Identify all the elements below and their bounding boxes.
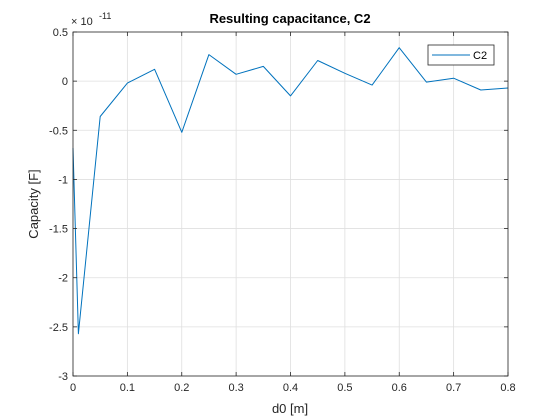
y-tick-label: -3 <box>58 371 68 383</box>
x-tick-label: 0.4 <box>283 382 298 394</box>
y-tick-label: -2.5 <box>49 322 68 334</box>
x-tick-label: 0.2 <box>174 382 189 394</box>
y-tick-label: -1.5 <box>49 224 68 236</box>
series-line-c2 <box>72 47 509 335</box>
x-axis-label: d0 [m] <box>272 401 308 416</box>
legend-label-c2: C2 <box>473 50 487 62</box>
y-exponent-base: × 10 <box>71 16 93 28</box>
y-tick-labels: 0.5 0 -0.5 -1 -1.5 -2 -2.5 -3 <box>49 27 68 383</box>
y-tick-label: 0 <box>62 76 68 88</box>
x-tick-labels: 0 0.1 0.2 0.3 0.4 0.5 0.6 0.7 0.8 <box>70 382 516 394</box>
tick-marks <box>72 31 509 377</box>
x-tick-label: 0.7 <box>446 382 461 394</box>
chart-title: Resulting capacitance, C2 <box>209 11 370 26</box>
x-tick-label: 0.5 <box>337 382 352 394</box>
y-tick-label: 0.5 <box>53 27 68 39</box>
legend[interactable]: C2 <box>427 44 495 66</box>
y-axis-label: Capacity [F] <box>26 169 41 238</box>
y-tick-label: -0.5 <box>49 125 68 137</box>
x-tick-label: 0 <box>70 382 76 394</box>
x-tick-label: 0.3 <box>228 382 243 394</box>
y-tick-label: -2 <box>58 273 68 285</box>
x-tick-label: 0.8 <box>500 382 515 394</box>
x-tick-label: 0.1 <box>120 382 135 394</box>
y-tick-label: -1 <box>58 174 68 186</box>
x-tick-label: 0.6 <box>392 382 407 394</box>
y-exponent-power: -11 <box>99 11 111 21</box>
